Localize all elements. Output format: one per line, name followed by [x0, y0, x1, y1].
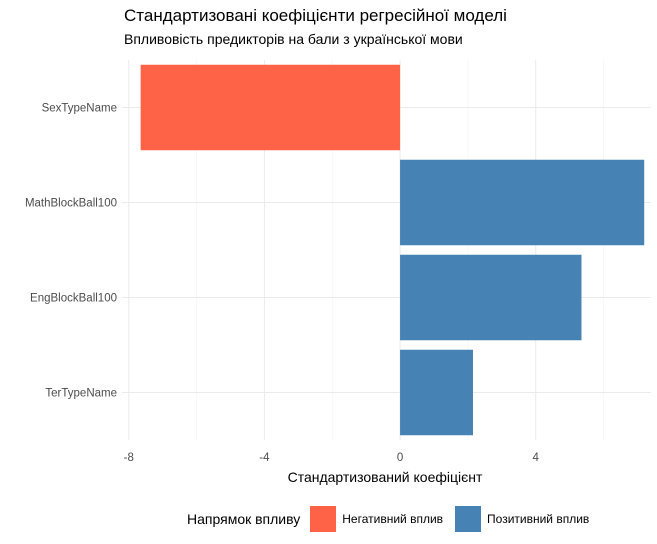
x-tick-label: -4 — [259, 452, 270, 464]
y-tick-label: SexTypeName — [42, 103, 117, 115]
legend: Напрямок впливу Негативний вплив Позитив… — [187, 505, 601, 533]
bars — [140, 64, 645, 436]
legend-label-negative: Негативний вплив — [342, 512, 444, 526]
legend-key-negative — [310, 506, 337, 532]
y-tick-label: MathBlockBall100 — [25, 198, 117, 210]
legend-key-positive — [455, 506, 482, 532]
y-tick-label: TerTypeName — [45, 388, 117, 400]
bar-MathBlockBall100 — [400, 159, 645, 246]
x-tick-label: 4 — [533, 452, 540, 464]
bar-EngBlockBall100 — [400, 254, 582, 341]
x-tick-label: -8 — [124, 452, 134, 464]
chart-subtitle: Впливовість предикторів на бали з україн… — [124, 31, 463, 47]
bar-TerTypeName — [400, 349, 473, 436]
y-tick-label: EngBlockBall100 — [30, 293, 117, 305]
y-axis-tick-labels: SexTypeName MathBlockBall100 EngBlockBall1… — [25, 103, 117, 400]
legend-title: Напрямок впливу — [187, 511, 301, 527]
legend-label-positive: Позитивний вплив — [487, 512, 590, 526]
x-tick-label: 0 — [397, 452, 403, 464]
x-axis-title: Стандартизований коефіцієнт — [288, 469, 483, 485]
x-axis-tick-labels: -8 -4 0 4 — [124, 452, 540, 464]
bar-SexTypeName — [140, 64, 401, 151]
chart-title: Стандартизовані коефіцієнти регресійної … — [124, 6, 507, 25]
